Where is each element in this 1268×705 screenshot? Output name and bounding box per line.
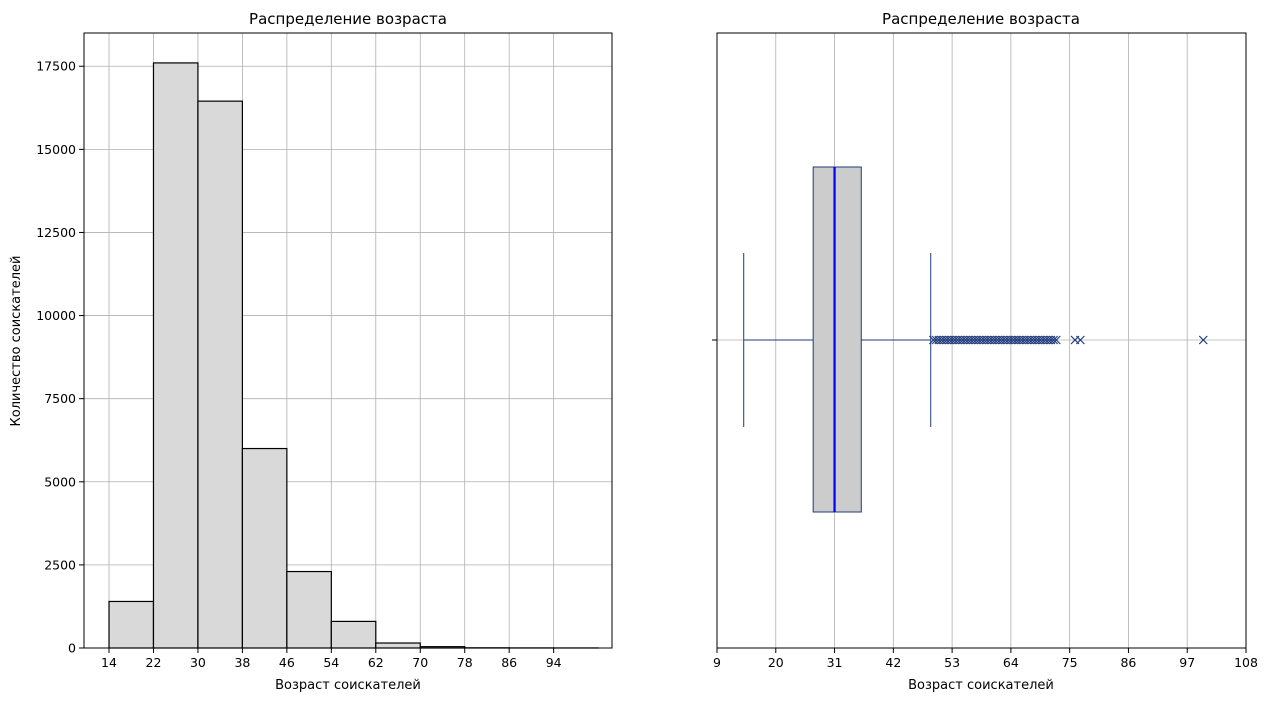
histogram-x-tick-label: 86 bbox=[501, 655, 517, 670]
boxplot-x-tick-label: 42 bbox=[885, 655, 901, 670]
histogram-title: Распределение возраста bbox=[249, 10, 447, 28]
boxplot-x-ticks: 9 20 31 42 53 64 75 86 97 108 bbox=[713, 648, 1258, 670]
histogram-y-tick-label: 10000 bbox=[36, 308, 76, 323]
histogram-bars bbox=[109, 63, 598, 648]
histogram-y-tick-label: 17500 bbox=[36, 59, 76, 74]
histogram-x-tick-label: 94 bbox=[546, 655, 562, 670]
boxplot-panel: Распределение возраста 9 20 31 42 53 64 75 86 97… bbox=[712, 10, 1258, 693]
histogram-y-tick-label: 15000 bbox=[36, 142, 76, 157]
boxplot-elements bbox=[744, 167, 1208, 512]
histogram-y-tick-label: 12500 bbox=[36, 225, 76, 240]
histogram-x-axis-label: Возраст соискателей bbox=[275, 678, 421, 693]
boxplot-title: Распределение возраста bbox=[882, 10, 1080, 28]
boxplot-x-tick-label: 97 bbox=[1179, 655, 1195, 670]
histogram-bar bbox=[331, 621, 375, 648]
histogram-bar bbox=[153, 63, 197, 648]
histogram-x-ticks: 14 22 30 38 46 54 62 70 78 86 94 bbox=[101, 648, 562, 670]
histogram-x-tick-label: 70 bbox=[412, 655, 428, 670]
histogram-bar bbox=[376, 643, 420, 648]
histogram-bar bbox=[198, 101, 242, 648]
histogram-y-tick-label: 7500 bbox=[44, 391, 76, 406]
boxplot-x-tick-label: 31 bbox=[827, 655, 843, 670]
histogram-y-tick-label: 2500 bbox=[44, 557, 76, 572]
histogram-y-tick-label: 0 bbox=[68, 641, 76, 656]
histogram-x-tick-label: 62 bbox=[368, 655, 384, 670]
boxplot-x-tick-label: 108 bbox=[1234, 655, 1258, 670]
histogram-bar bbox=[242, 449, 286, 648]
histogram-bar bbox=[109, 601, 153, 648]
boxplot-x-tick-label: 64 bbox=[1003, 655, 1019, 670]
histogram-x-tick-label: 30 bbox=[190, 655, 206, 670]
histogram-panel: Распределение возраста 14 22 30 38 46 54 62 70 7… bbox=[9, 10, 612, 693]
boxplot-x-tick-label: 20 bbox=[768, 655, 784, 670]
histogram-y-axis-label: Количество соискателей bbox=[9, 256, 24, 427]
boxplot-x-tick-label: 75 bbox=[1062, 655, 1078, 670]
boxplot-box bbox=[813, 167, 861, 512]
boxplot-x-axis-label: Возраст соискателей bbox=[908, 678, 1054, 693]
histogram-x-tick-label: 78 bbox=[457, 655, 473, 670]
histogram-x-tick-label: 46 bbox=[279, 655, 295, 670]
histogram-y-tick-label: 5000 bbox=[44, 474, 76, 489]
histogram-x-tick-label: 14 bbox=[101, 655, 117, 670]
histogram-x-tick-label: 38 bbox=[234, 655, 250, 670]
histogram-bar bbox=[287, 572, 331, 648]
histogram-x-tick-label: 22 bbox=[146, 655, 162, 670]
histogram-x-tick-label: 54 bbox=[323, 655, 339, 670]
histogram-y-ticks: 0 2500 5000 7500 10000 12500 15000 17500 bbox=[36, 59, 84, 656]
boxplot-x-tick-label: 53 bbox=[944, 655, 960, 670]
boxplot-x-tick-label: 86 bbox=[1120, 655, 1136, 670]
boxplot-x-tick-label: 9 bbox=[713, 655, 721, 670]
